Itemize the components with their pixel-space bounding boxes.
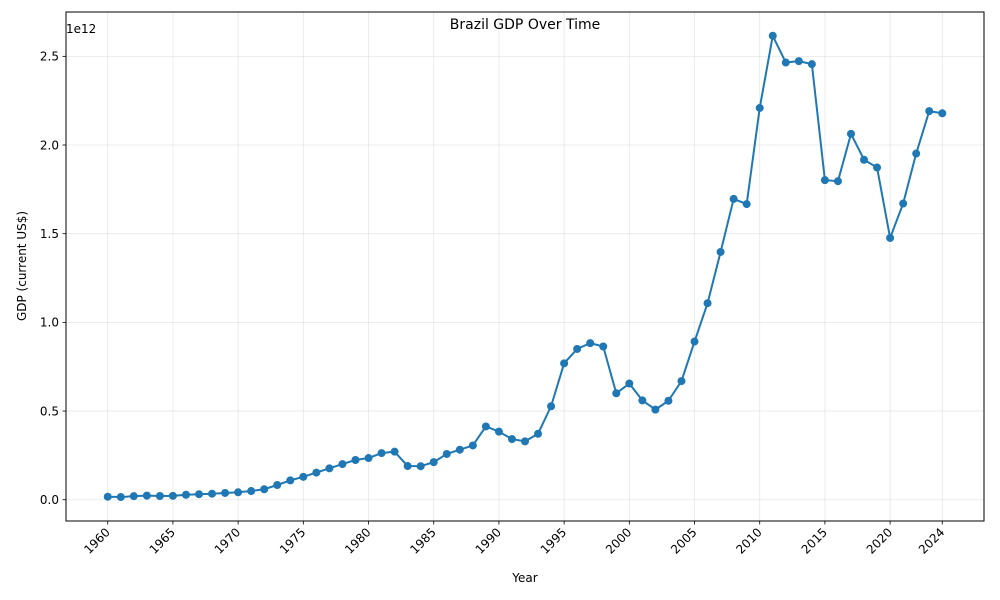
data-point: [586, 339, 595, 348]
data-point: [442, 449, 451, 458]
data-point: [755, 103, 764, 112]
y-tick-label: 0.0: [40, 493, 59, 507]
data-point: [807, 60, 816, 69]
data-point: [534, 429, 543, 438]
data-point: [716, 247, 725, 256]
data-point: [938, 109, 947, 118]
data-point: [507, 435, 516, 444]
data-point: [638, 396, 647, 405]
data-point: [494, 427, 503, 436]
data-point: [390, 447, 399, 456]
data-point: [429, 458, 438, 467]
data-point: [103, 492, 112, 501]
data-point: [612, 389, 621, 398]
data-point: [599, 342, 608, 351]
data-point: [925, 107, 934, 116]
data-point: [703, 299, 712, 308]
data-point: [403, 462, 412, 471]
data-point: [521, 437, 529, 446]
y-tick-label: 2.0: [40, 138, 59, 152]
data-point: [351, 455, 360, 464]
data-point: [651, 405, 660, 414]
data-point: [377, 449, 386, 458]
data-point: [468, 441, 477, 450]
data-point: [742, 200, 751, 209]
data-point: [860, 155, 869, 164]
data-point: [221, 488, 230, 497]
data-point: [547, 402, 556, 411]
data-point: [155, 491, 164, 500]
data-point: [260, 485, 269, 494]
data-point: [768, 31, 777, 40]
data-point: [195, 490, 204, 499]
data-point: [181, 490, 190, 499]
data-point: [899, 199, 908, 208]
data-point: [286, 476, 295, 485]
data-point: [820, 176, 829, 185]
data-point: [142, 491, 151, 500]
y-axis-offset-label: 1e12: [66, 22, 96, 36]
data-point: [729, 194, 738, 203]
y-tick-label: 1.0: [40, 316, 59, 330]
data-point: [481, 422, 490, 431]
data-point: [794, 57, 803, 66]
data-point: [690, 337, 699, 346]
data-point: [781, 58, 790, 67]
y-tick-label: 1.5: [40, 227, 59, 241]
data-point: [455, 445, 464, 454]
data-point: [168, 491, 177, 500]
data-point: [208, 489, 217, 498]
series-layer: [103, 31, 947, 502]
chart-title: Brazil GDP Over Time: [450, 17, 600, 33]
x-axis-label: Year: [511, 571, 537, 585]
data-point: [886, 233, 895, 242]
data-point: [664, 396, 673, 405]
y-axis-label: GDP (current US$): [15, 211, 29, 321]
data-point: [416, 462, 425, 471]
data-point: [677, 377, 686, 386]
data-point: [299, 472, 308, 481]
data-point: [338, 460, 347, 469]
data-point: [247, 487, 256, 496]
data-point: [116, 493, 125, 502]
data-point: [625, 379, 634, 388]
data-point: [325, 464, 334, 473]
data-point: [560, 359, 569, 368]
y-axis-ticks: 0.0 0.5 1.0 1.5 2.0 2.5: [40, 50, 66, 507]
data-point: [846, 129, 855, 138]
grid: [66, 12, 984, 521]
data-point: [833, 177, 842, 186]
data-point: [364, 454, 373, 463]
data-point: [312, 468, 321, 477]
plot-frame: [65, 11, 985, 522]
data-point: [873, 163, 882, 172]
y-tick-label: 2.5: [40, 50, 59, 64]
data-point: [129, 492, 138, 501]
y-tick-label: 0.5: [40, 404, 59, 418]
data-point: [273, 480, 282, 489]
data-point: [912, 149, 921, 158]
data-point: [573, 344, 582, 353]
data-point: [234, 488, 243, 497]
